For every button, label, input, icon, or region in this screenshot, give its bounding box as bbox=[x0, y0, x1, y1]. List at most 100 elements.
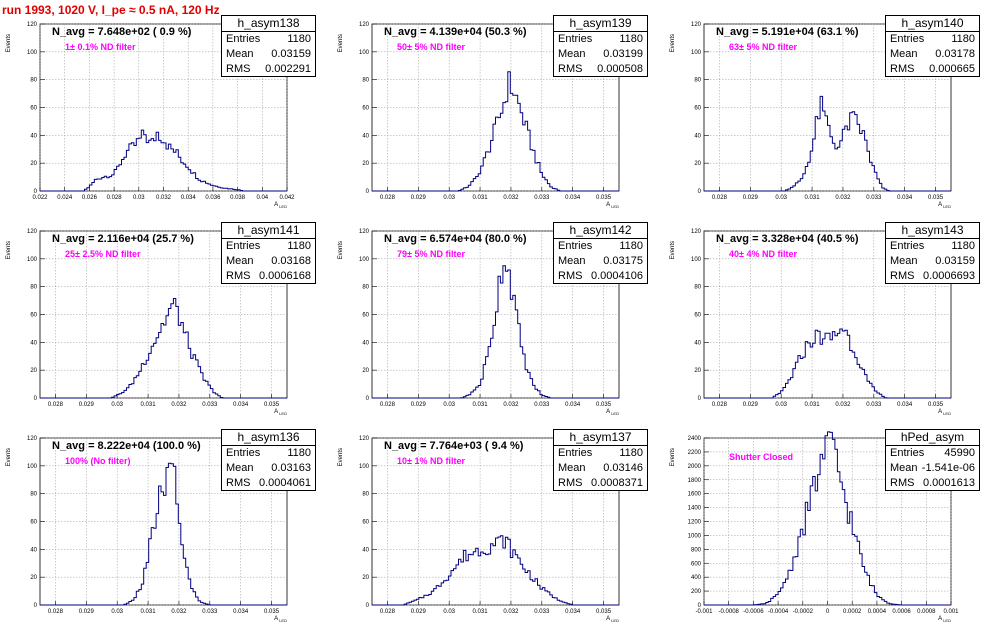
x-tick-label: 0.03 bbox=[133, 195, 145, 201]
stat-value: -1.541e-06 bbox=[921, 462, 975, 474]
y-tick-label: 40 bbox=[30, 340, 37, 346]
y-tick-label: 20 bbox=[694, 161, 701, 167]
histogram-panel-h_asym140: 0.028 0.029 0.03 0.031 0.032 0.033 0.034 0.035 0… bbox=[664, 9, 996, 216]
x-tick-label: 0.042 bbox=[279, 195, 295, 201]
stat-row-entries: Entries 1180 bbox=[222, 239, 315, 254]
stat-label: RMS bbox=[558, 63, 583, 75]
x-tick-label: 0.028 bbox=[380, 402, 396, 408]
histogram-panel-h_asym138: 0.022 0.024 0.026 0.028 0.03 0.032 0.034 0.036 0… bbox=[0, 9, 332, 216]
stat-value: 1180 bbox=[619, 33, 643, 45]
filter-label: 40± 4% ND filter bbox=[729, 249, 797, 259]
histogram-panel-h_asym137: 0.028 0.029 0.03 0.031 0.032 0.033 0.034 0.035 0… bbox=[332, 423, 664, 630]
y-tick-label: 100 bbox=[691, 50, 702, 56]
histogram-series bbox=[40, 298, 287, 399]
y-tick-label: 100 bbox=[27, 464, 38, 470]
y-tick-label: 40 bbox=[30, 547, 37, 553]
stat-row-rms: RMS 0.000665 bbox=[886, 62, 979, 77]
y-tick-label: 40 bbox=[362, 547, 369, 553]
y-tick-label: 60 bbox=[30, 520, 37, 526]
y-tick-label: 120 bbox=[359, 22, 370, 28]
stat-row-rms: RMS 0.0006168 bbox=[222, 269, 315, 284]
histogram-series bbox=[704, 95, 951, 192]
x-tick-label: 0.0006 bbox=[892, 609, 911, 615]
x-tick-label: 0.028 bbox=[712, 195, 728, 201]
stat-row-rms: RMS 0.000508 bbox=[554, 62, 647, 77]
x-tick-label: 0.028 bbox=[712, 402, 728, 408]
histogram-title: h_asym142 bbox=[554, 223, 647, 239]
stat-row-mean: Mean 0.03159 bbox=[222, 47, 315, 62]
x-tick-label: 0.034 bbox=[565, 609, 581, 615]
y-tick-label: 40 bbox=[694, 133, 701, 139]
x-tick-label: 0.035 bbox=[928, 402, 944, 408]
stat-row-mean: Mean 0.03168 bbox=[222, 254, 315, 269]
x-tick-label: 0.024 bbox=[57, 195, 73, 201]
x-tick-label: -0.0004 bbox=[768, 609, 789, 615]
y-axis-title: Events bbox=[338, 34, 344, 52]
histogram-panel-h_asym141: 0.028 0.029 0.03 0.031 0.032 0.033 0.034 0.035 0… bbox=[0, 216, 332, 423]
y-tick-label: 400 bbox=[691, 575, 702, 581]
histogram-series bbox=[372, 71, 619, 192]
y-tick-label: 20 bbox=[362, 161, 369, 167]
histogram-series bbox=[372, 265, 619, 399]
x-tick-label: 0.029 bbox=[411, 402, 427, 408]
stats-box: h_asym143 Entries 1180 Mean 0.03159 RMS 0.0006… bbox=[885, 222, 980, 284]
x-tick-label: 0.029 bbox=[79, 609, 95, 615]
stat-label: Mean bbox=[558, 462, 586, 474]
stat-value: 0.0008371 bbox=[591, 477, 643, 489]
y-tick-label: 40 bbox=[362, 133, 369, 139]
y-axis-title: Events bbox=[338, 448, 344, 466]
y-tick-label: 20 bbox=[30, 161, 37, 167]
x-tick-label: 0.028 bbox=[380, 195, 396, 201]
x-tick-label: 0.034 bbox=[181, 195, 197, 201]
stats-box: h_asym139 Entries 1180 Mean 0.03199 RMS 0.0005… bbox=[553, 15, 648, 77]
stat-row-mean: Mean 0.03146 bbox=[554, 461, 647, 476]
y-tick-label: 120 bbox=[359, 229, 370, 235]
y-axis-title: Events bbox=[6, 448, 12, 466]
filter-label: 79± 5% ND filter bbox=[397, 249, 465, 259]
stat-label: RMS bbox=[890, 63, 915, 75]
stat-label: RMS bbox=[226, 63, 251, 75]
y-tick-label: 20 bbox=[30, 368, 37, 374]
y-tick-label: 60 bbox=[362, 313, 369, 319]
y-tick-label: 0 bbox=[698, 189, 702, 195]
stat-row-rms: RMS 0.0006693 bbox=[886, 269, 979, 284]
histogram-title: hPed_asym bbox=[886, 430, 979, 446]
stat-value: 1180 bbox=[287, 33, 311, 45]
stat-value: 0.0006168 bbox=[259, 270, 311, 282]
y-tick-label: 20 bbox=[362, 368, 369, 374]
x-tick-label: 0.03 bbox=[775, 195, 787, 201]
stat-row-rms: RMS 0.0001613 bbox=[886, 476, 979, 491]
x-tick-label: 0.038 bbox=[230, 195, 246, 201]
x-tick-label: -0.0006 bbox=[743, 609, 764, 615]
x-axis-title: A LED bbox=[274, 616, 287, 623]
y-tick-label: 0 bbox=[698, 603, 702, 609]
x-tick-label: 0.034 bbox=[565, 402, 581, 408]
stat-label: Entries bbox=[890, 447, 925, 459]
stat-label: Entries bbox=[558, 447, 593, 459]
stat-value: 0.03199 bbox=[603, 48, 643, 60]
y-tick-label: 80 bbox=[30, 492, 37, 498]
y-tick-label: 120 bbox=[359, 436, 370, 442]
x-tick-label: 0.029 bbox=[743, 195, 759, 201]
histogram-series bbox=[372, 535, 619, 606]
y-tick-label: 80 bbox=[362, 492, 369, 498]
y-tick-label: 60 bbox=[30, 313, 37, 319]
y-tick-label: 100 bbox=[359, 50, 370, 56]
x-tick-label: 0.036 bbox=[205, 195, 221, 201]
histogram-title: h_asym139 bbox=[554, 16, 647, 32]
stat-value: 45990 bbox=[944, 447, 975, 459]
stat-row-mean: Mean 0.03175 bbox=[554, 254, 647, 269]
stat-row-entries: Entries 1180 bbox=[554, 32, 647, 47]
x-tick-label: 0.03 bbox=[443, 609, 455, 615]
stat-label: RMS bbox=[226, 477, 251, 489]
x-tick-label: 0.034 bbox=[233, 402, 249, 408]
navg-label: N_avg = 7.764e+03 ( 9.4 %) bbox=[384, 440, 524, 452]
x-tick-label: 0.032 bbox=[835, 195, 851, 201]
x-tick-label: 0.032 bbox=[156, 195, 172, 201]
stat-label: RMS bbox=[890, 270, 915, 282]
y-tick-label: 40 bbox=[362, 340, 369, 346]
stat-row-mean: Mean -1.541e-06 bbox=[886, 461, 979, 476]
x-tick-label: -0.001 bbox=[695, 609, 713, 615]
stat-value: 1180 bbox=[619, 240, 643, 252]
x-tick-label: 0.033 bbox=[202, 402, 218, 408]
